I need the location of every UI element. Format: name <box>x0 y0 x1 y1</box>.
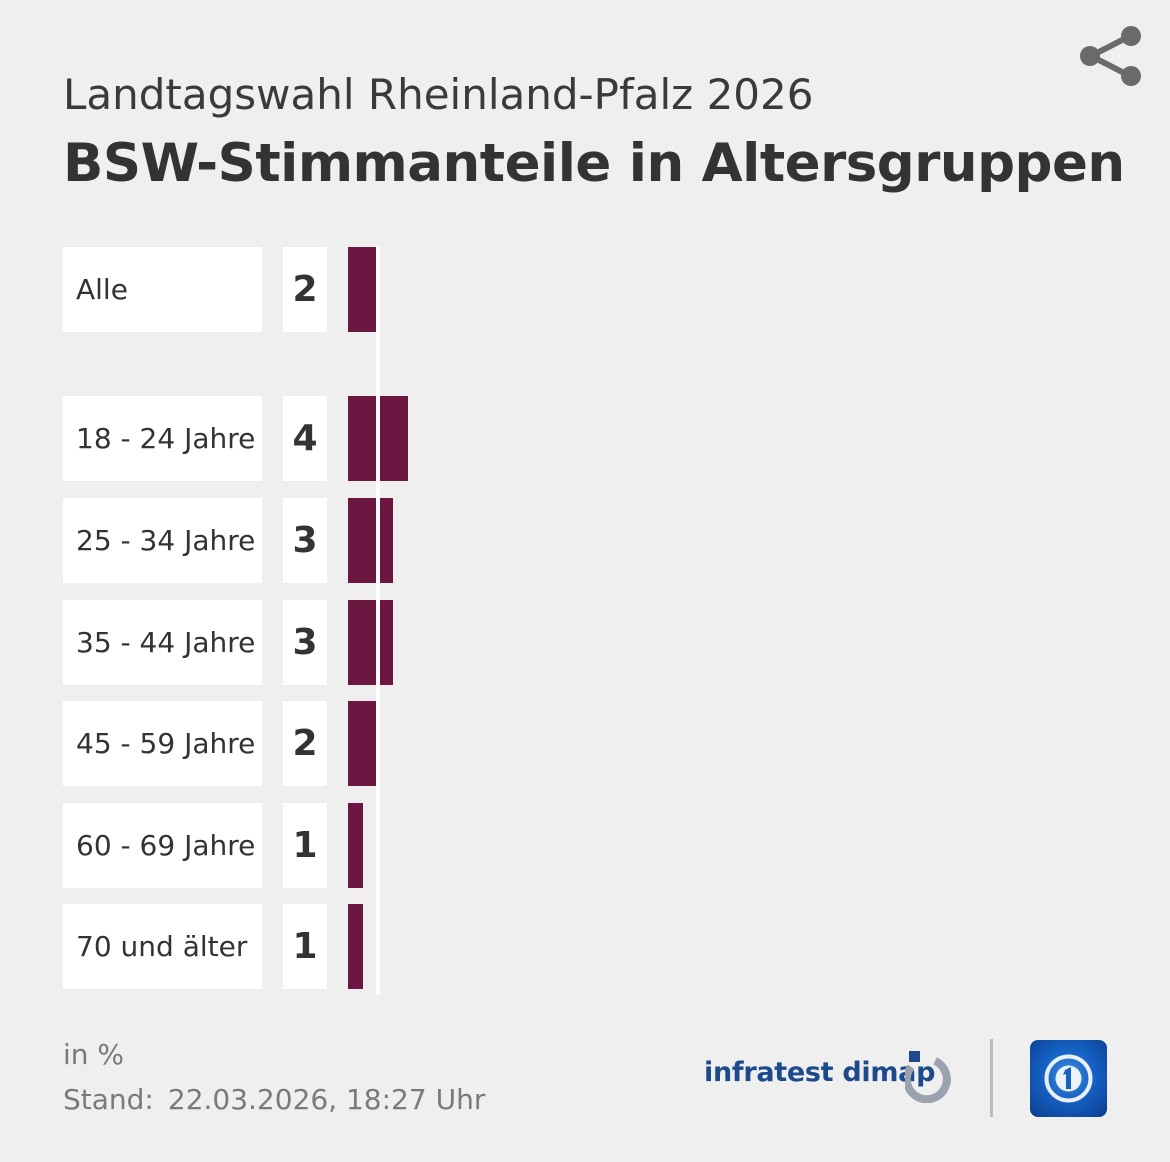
tagesschau-logo-icon <box>1030 1040 1107 1117</box>
bar <box>348 904 363 989</box>
timestamp: Stand: 22.03.2026, 18:27 Uhr <box>63 1083 485 1116</box>
bar <box>348 600 393 685</box>
bar <box>348 247 378 332</box>
chart-subtitle: Landtagswahl Rheinland-Pfalz 2026 <box>63 70 814 119</box>
bar <box>348 803 363 888</box>
unit-note: in % <box>63 1038 125 1071</box>
category-label: 70 und älter <box>63 904 262 989</box>
category-label: Alle <box>63 247 262 332</box>
category-label: 45 - 59 Jahre <box>63 701 262 786</box>
value-label: 4 <box>283 396 327 481</box>
chart-title: BSW-Stimmanteile in Altersgruppen <box>63 133 1125 194</box>
infratest-dimap-logo-icon <box>905 1051 951 1103</box>
category-label: 18 - 24 Jahre <box>63 396 262 481</box>
value-label: 3 <box>283 498 327 583</box>
infratest-dimap-logo-text: infratest dimap <box>704 1057 936 1088</box>
timestamp-value: 22.03.2026, 18:27 Uhr <box>167 1083 486 1116</box>
category-label: 25 - 34 Jahre <box>63 498 262 583</box>
value-label: 3 <box>283 600 327 685</box>
share-icon[interactable] <box>1076 24 1144 88</box>
footer-divider <box>990 1039 993 1117</box>
category-label: 35 - 44 Jahre <box>63 600 262 685</box>
value-label: 2 <box>283 247 327 332</box>
timestamp-label: Stand: <box>63 1083 154 1116</box>
bar <box>348 498 393 583</box>
value-label: 1 <box>283 803 327 888</box>
bar <box>348 701 378 786</box>
value-label: 1 <box>283 904 327 989</box>
category-label: 60 - 69 Jahre <box>63 803 262 888</box>
value-label: 2 <box>283 701 327 786</box>
